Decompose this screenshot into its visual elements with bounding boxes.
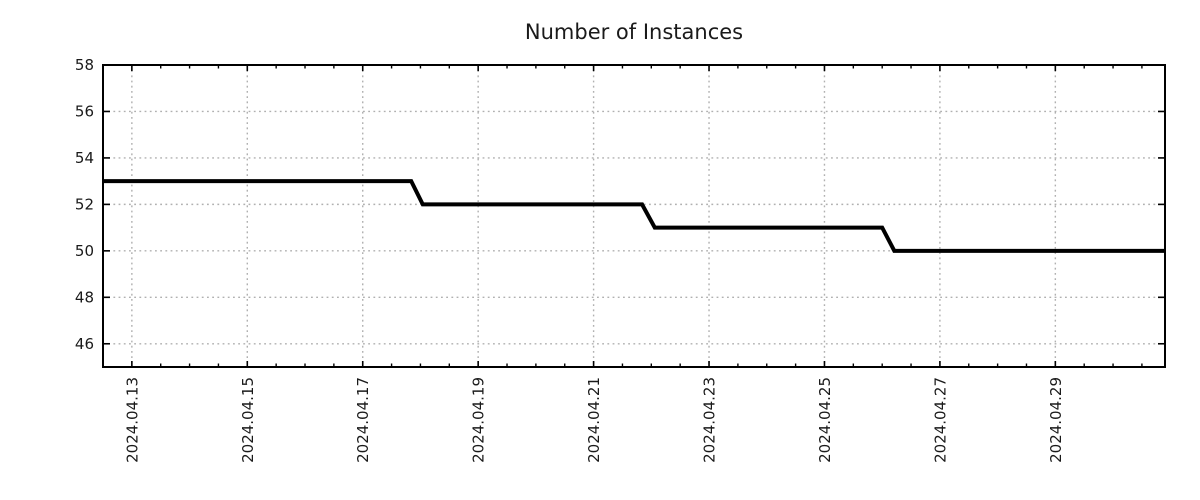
x-tick-label: 2024.04.27 — [931, 377, 949, 463]
y-tick-label: 48 — [75, 289, 94, 307]
x-tick-label: 2024.04.15 — [239, 377, 257, 463]
y-tick-label: 50 — [75, 242, 94, 260]
y-tick-label: 58 — [75, 56, 94, 74]
x-tick-label: 2024.04.23 — [701, 377, 719, 463]
y-tick-label: 56 — [75, 103, 94, 121]
y-tick-label: 46 — [75, 335, 94, 353]
x-tick-label: 2024.04.19 — [470, 377, 488, 463]
x-tick-label: 2024.04.21 — [585, 377, 603, 463]
x-tick-label: 2024.04.17 — [354, 377, 372, 463]
x-tick-label: 2024.04.25 — [816, 377, 834, 463]
x-tick-label: 2024.04.29 — [1047, 377, 1065, 463]
series-line-instances — [103, 179, 1165, 253]
y-tick-label: 54 — [75, 149, 94, 167]
plot-border — [102, 64, 1166, 368]
y-tick-label: 52 — [75, 196, 94, 214]
x-tick-label: 2024.04.13 — [123, 377, 141, 463]
chart-title: Number of Instances — [524, 20, 744, 44]
